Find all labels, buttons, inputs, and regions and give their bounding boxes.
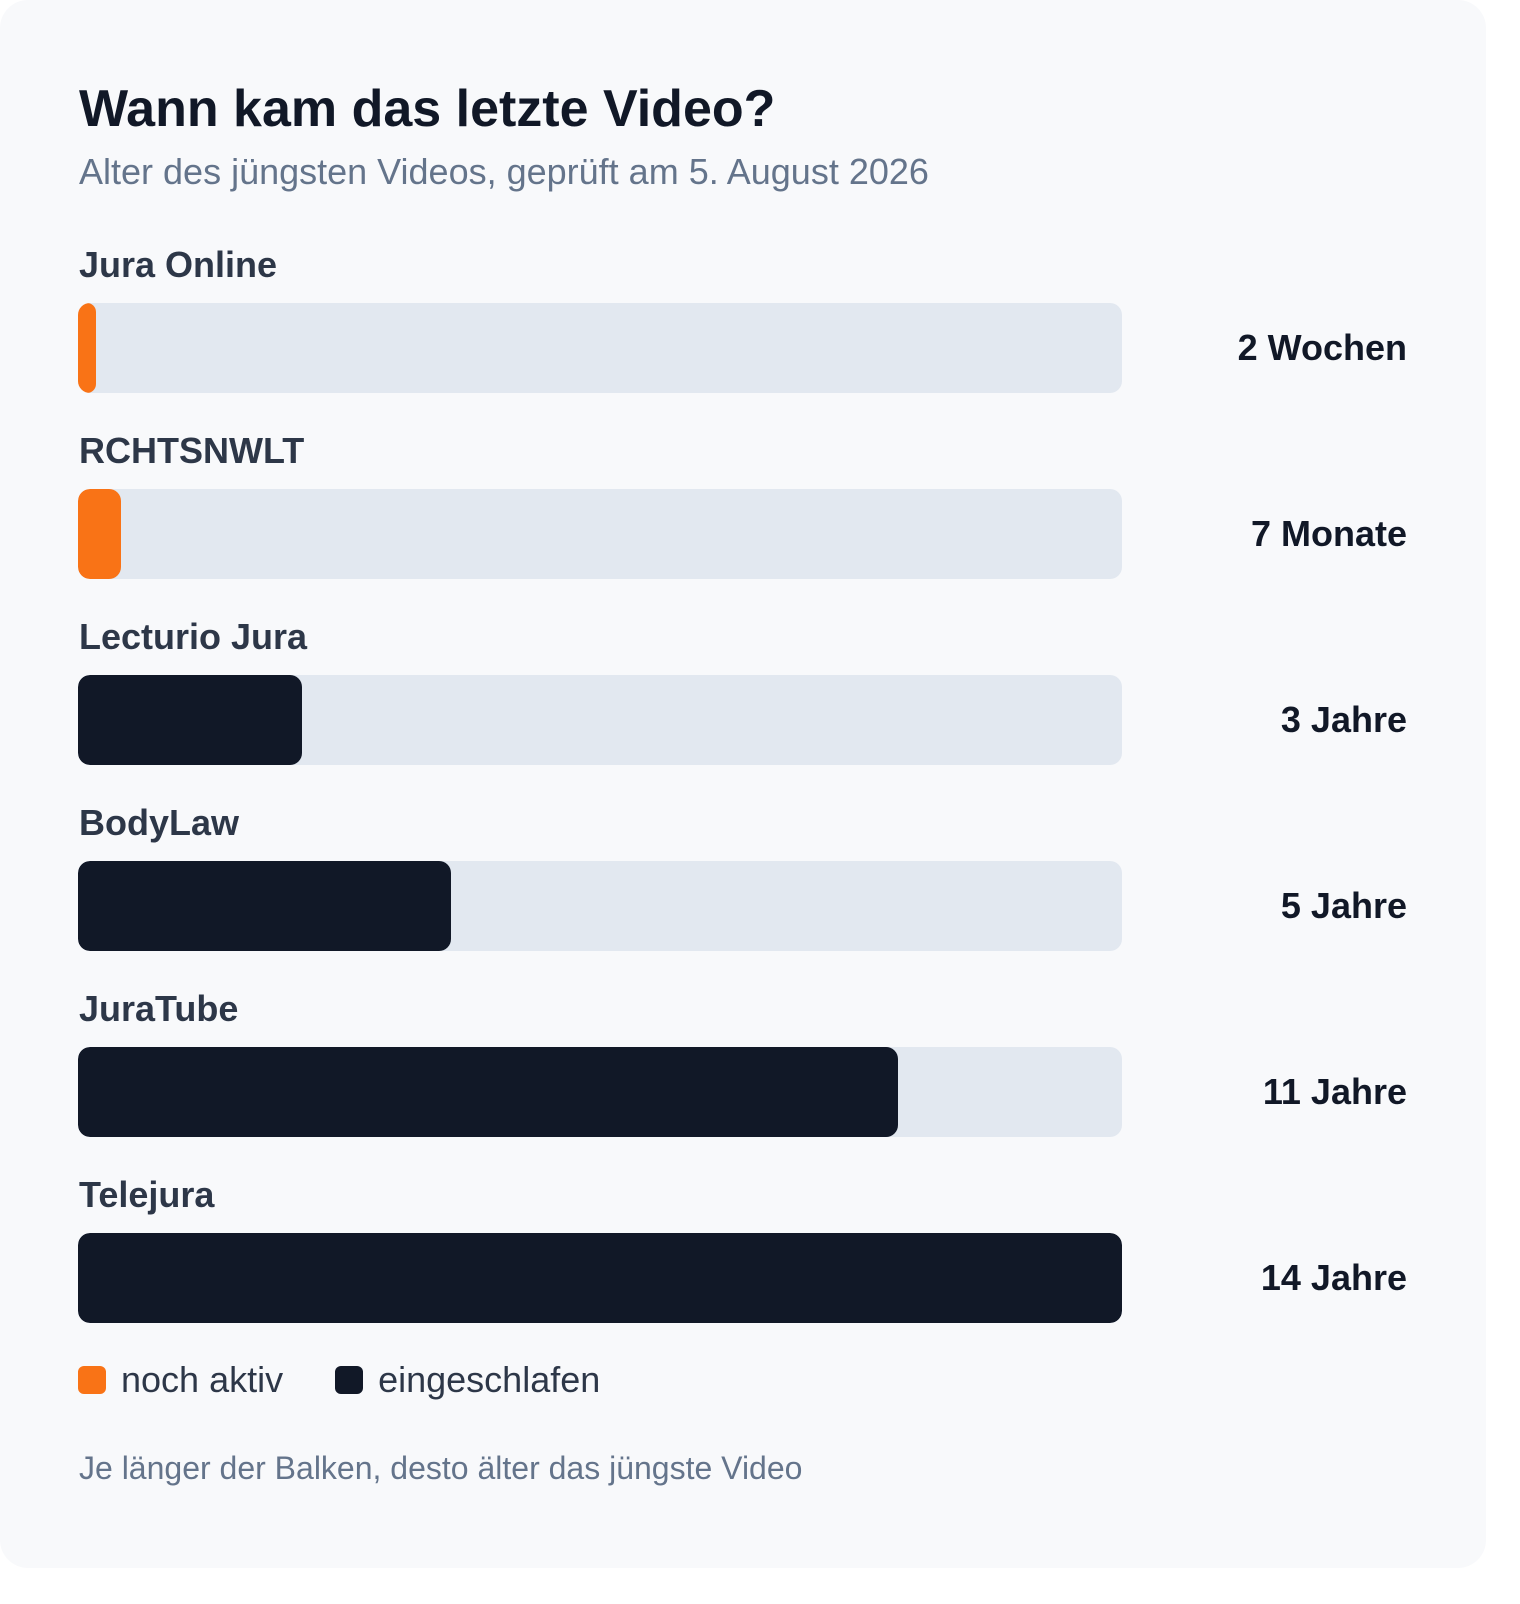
bar-label: JuraTube <box>79 988 239 1029</box>
bar-value-label: 7 Monate <box>1250 513 1407 554</box>
chart-title: Wann kam das letzte Video? <box>79 80 776 138</box>
bar-track <box>78 675 1122 765</box>
bar-track <box>78 1233 1122 1323</box>
legend-label-eingeschlafen: eingeschlafen <box>378 1359 601 1400</box>
bar-value-label: 2 Wochen <box>1237 327 1407 368</box>
bar-track <box>78 861 1122 951</box>
chart-subtitle: Alter des jüngsten Videos, geprüft am 5.… <box>79 151 929 192</box>
bar-label: BodyLaw <box>79 802 240 843</box>
bar-track <box>78 1047 1122 1137</box>
bar <box>78 675 302 765</box>
bar-track <box>78 489 1122 579</box>
bar <box>78 489 121 579</box>
legend: noch aktiv eingeschlafen <box>78 1358 652 1402</box>
bar-row: Jura Online 2 Wochen <box>0 243 1486 403</box>
legend-item-aktiv: noch aktiv <box>78 1358 283 1402</box>
bar-row: BodyLaw 5 Jahre <box>0 801 1486 961</box>
bar-row: Telejura 14 Jahre <box>0 1173 1486 1333</box>
bar-track <box>78 303 1122 393</box>
bar <box>78 303 96 393</box>
legend-swatch-eingeschlafen <box>335 1366 364 1394</box>
legend-label-aktiv: noch aktiv <box>121 1359 284 1400</box>
chart-footnote: Je länger der Balken, desto älter das jü… <box>79 1450 803 1486</box>
bar-label: Telejura <box>79 1174 215 1215</box>
bar-row: JuraTube 11 Jahre <box>0 987 1486 1147</box>
bar-value-label: 14 Jahre <box>1260 1257 1407 1298</box>
legend-item-eingeschlafen: eingeschlafen <box>335 1358 600 1402</box>
bar <box>78 1233 1122 1323</box>
bar-value-label: 3 Jahre <box>1280 699 1407 740</box>
bar-label: RCHTSNWLT <box>79 430 305 471</box>
bar-label: Lecturio Jura <box>79 616 308 657</box>
bar <box>78 861 451 951</box>
bar-row: RCHTSNWLT 7 Monate <box>0 429 1486 589</box>
bar <box>78 1047 898 1137</box>
bar-value-label: 5 Jahre <box>1280 885 1407 926</box>
bar-row: Lecturio Jura 3 Jahre <box>0 615 1486 775</box>
bar-label: Jura Online <box>79 244 278 285</box>
legend-swatch-aktiv <box>78 1366 106 1394</box>
chart-card: Wann kam das letzte Video? Alter des jün… <box>0 80 1486 1486</box>
bar-value-label: 11 Jahre <box>1262 1071 1407 1112</box>
